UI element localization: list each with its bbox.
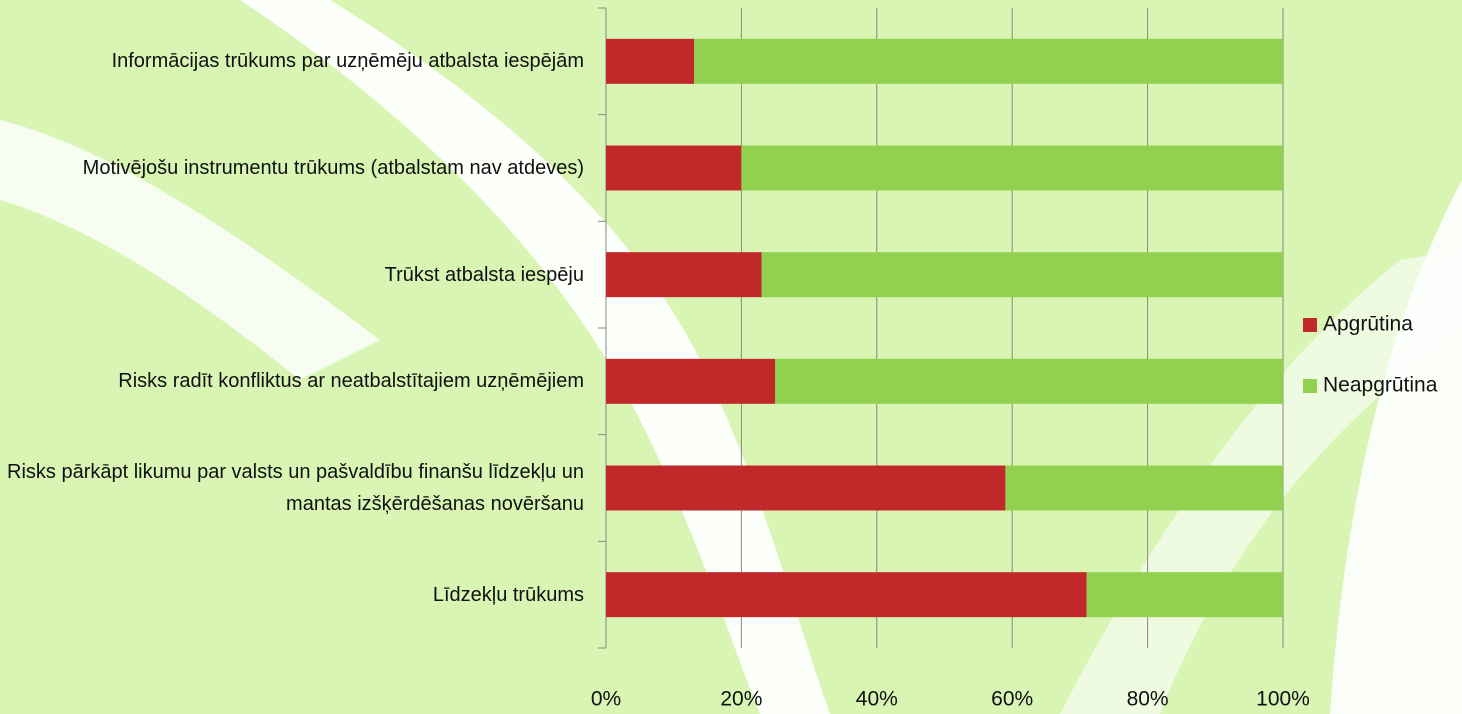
y-tick-label: Motivējošu instrumentu trūkums (atbalsta… [4, 152, 584, 184]
x-tick-label: 60% [991, 688, 1033, 711]
legend-label: Apgrūtina [1323, 313, 1413, 336]
x-tick-label: 0% [591, 688, 621, 711]
bar-segment [606, 252, 762, 297]
y-tick-label: Trūkst atbalsta iespēju [4, 259, 584, 291]
bar-segment [606, 146, 741, 191]
bar-segment [741, 146, 1283, 191]
bar-segment [762, 252, 1283, 297]
x-tick-label: 40% [856, 688, 898, 711]
bar-segment [606, 39, 694, 84]
bar-segment [606, 359, 775, 404]
bar-segment [1087, 572, 1283, 617]
x-tick-label: 80% [1127, 688, 1169, 711]
x-tick-label: 100% [1256, 688, 1310, 711]
bar-segment [694, 39, 1283, 84]
bar-segment [606, 572, 1087, 617]
x-tick-label: 20% [720, 688, 762, 711]
bar-segment [775, 359, 1283, 404]
y-tick-label: Risks pārkāpt likumu par valsts un pašva… [4, 456, 584, 520]
page: 0% 20% 40% 60% 80% 100% Apgrūtina Neapgrūtina I… [0, 0, 1462, 714]
legend-swatch [1303, 318, 1317, 332]
y-tick-label: Risks radīt konfliktus ar neatbalstītaji… [4, 365, 584, 397]
y-tick-label: Informācijas trūkums par uzņēmēju atbals… [4, 45, 584, 77]
bar-segment [1005, 466, 1283, 511]
legend-label: Neapgrūtina [1323, 374, 1438, 397]
legend-swatch [1303, 379, 1317, 393]
bar-segment [606, 466, 1005, 511]
y-tick-label: Līdzekļu trūkums [4, 579, 584, 611]
